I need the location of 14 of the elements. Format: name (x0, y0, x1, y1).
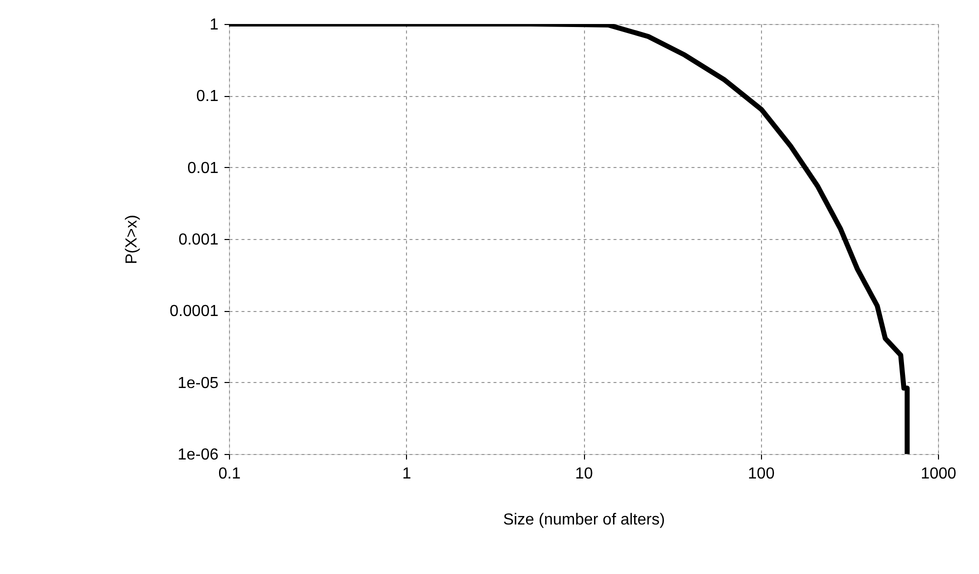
x-tick-label: 1000 (920, 466, 956, 482)
y-tick-label: 0.1 (196, 88, 219, 106)
x-tick-label: 0.1 (218, 466, 241, 482)
y-tick-label: 0.001 (178, 232, 219, 248)
x-tick-label: 10 (575, 466, 593, 482)
y-tick-label: 1 (210, 16, 219, 34)
y-tick-label: 1e-05 (178, 374, 219, 392)
x-axis-title: Size (number of alters) (503, 512, 665, 528)
y-tick-label: 1e-06 (178, 446, 219, 464)
x-tick-label: 100 (748, 466, 775, 482)
y-axis-title: P(X>x) (124, 214, 141, 264)
y-tick-label: 0.0001 (170, 303, 219, 320)
y-tick-label: 0.01 (187, 160, 219, 177)
x-tick-label: 1 (402, 466, 412, 482)
